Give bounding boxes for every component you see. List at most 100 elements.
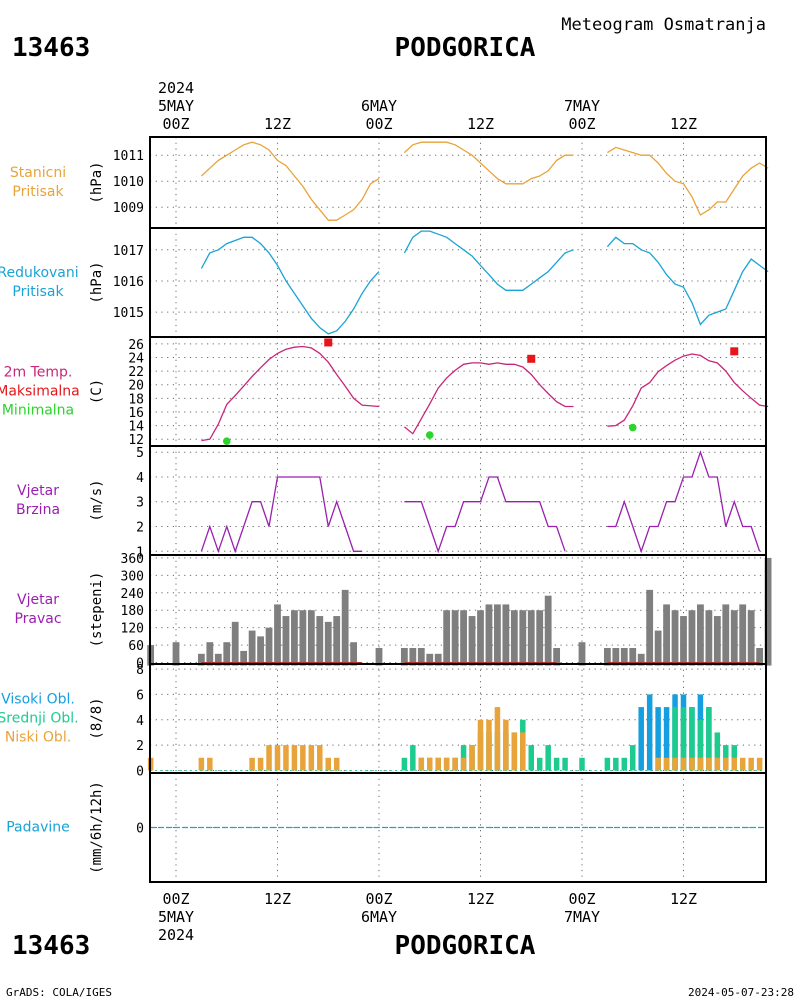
city-title-top: PODGORICA bbox=[395, 33, 536, 63]
cloud-bar bbox=[460, 745, 467, 771]
cloud-bar bbox=[706, 707, 712, 771]
y-tick-label: 4 bbox=[136, 714, 144, 729]
min-temp-marker bbox=[425, 431, 434, 439]
panel-grid bbox=[150, 337, 766, 446]
wind-direction-bar bbox=[764, 557, 772, 666]
wind-direction-bar bbox=[172, 642, 180, 666]
cloud-bar bbox=[494, 707, 501, 771]
wind-direction-bar bbox=[646, 589, 654, 666]
y-tick-label: 1017 bbox=[113, 244, 144, 259]
cloud-bar bbox=[435, 757, 441, 771]
y-tick-label: 0 bbox=[136, 764, 144, 779]
bottom-date-label: 7MAY bbox=[564, 908, 600, 926]
wind-direction-bar bbox=[282, 616, 290, 666]
y-tick-label: 60 bbox=[128, 639, 144, 654]
station-id-bottom: 13463 bbox=[12, 931, 90, 961]
y-tick-label: 300 bbox=[121, 569, 144, 584]
generated-timestamp: 2024-05-07-23:28 bbox=[688, 986, 794, 999]
bottom-date-labels: 5MAY 6MAY 7MAY bbox=[158, 908, 600, 926]
y-tick-labels: 1 2 3 4 5 bbox=[136, 446, 144, 560]
panel-label: Pritisak bbox=[12, 184, 64, 200]
y-unit-label: (hPa) bbox=[89, 261, 105, 303]
wind-direction-bar bbox=[722, 604, 730, 666]
series-line bbox=[200, 236, 380, 335]
bottom-tick-label: 12Z bbox=[670, 890, 697, 908]
min-temp-marker bbox=[222, 437, 231, 446]
y-tick-label: 6 bbox=[136, 688, 144, 703]
cloud-bar bbox=[579, 757, 585, 771]
y-tick-label: 12 bbox=[128, 433, 144, 448]
wind-direction-bar bbox=[460, 610, 467, 666]
series-line bbox=[403, 230, 574, 291]
cloud-bar bbox=[723, 757, 729, 771]
wind-direction-bar bbox=[265, 627, 273, 666]
cloud-bar bbox=[697, 719, 704, 771]
y-tick-label: 26 bbox=[128, 338, 144, 353]
y-tick-label: 180 bbox=[121, 604, 144, 619]
top-date-labels: 5MAY 6MAY 7MAY bbox=[158, 97, 600, 115]
y-tick-label: 14 bbox=[128, 420, 144, 435]
bottom-date-label: 5MAY bbox=[158, 908, 194, 926]
y-tick-labels: 1009 1010 1011 bbox=[113, 149, 144, 216]
max-temp-marker bbox=[527, 354, 536, 363]
y-tick-labels: 0 60 120 180 240 300 360 bbox=[121, 552, 144, 672]
wind-direction-bar bbox=[248, 630, 256, 666]
y-tick-label: 18 bbox=[128, 392, 144, 407]
cloud-bar bbox=[553, 757, 560, 771]
wind-direction-bar bbox=[291, 610, 298, 666]
wind-direction-bar bbox=[350, 642, 358, 666]
cloud-bar bbox=[511, 732, 518, 771]
cloud-bar bbox=[249, 757, 255, 771]
wind-direction-bar bbox=[316, 616, 324, 666]
cloud-bar bbox=[300, 745, 306, 771]
top-year-label: 2024 bbox=[158, 79, 194, 97]
wind-direction-bar bbox=[756, 648, 764, 666]
y-tick-label: 8 bbox=[136, 663, 144, 678]
panel-reduced_pressure: 1015 1016 1017 (hPa) Redukovani Pritisak bbox=[0, 227, 769, 338]
cloud-bar bbox=[503, 719, 509, 771]
panel-label: Vjetar bbox=[17, 483, 59, 499]
cloud-bar bbox=[672, 757, 678, 771]
wind-direction-bar bbox=[468, 616, 476, 666]
panel-wind_speed: 1 2 3 4 5 (m/s) Vjetar Brzina bbox=[16, 445, 767, 560]
wind-direction-bar bbox=[553, 648, 561, 666]
cloud-bar bbox=[401, 757, 408, 771]
panel-label: Redukovani bbox=[0, 265, 79, 281]
panel-label: Srednji Obl. bbox=[0, 711, 79, 727]
wind-direction-bar bbox=[485, 604, 493, 666]
panel-label: Maksimalna bbox=[0, 384, 80, 400]
cloud-bar bbox=[756, 757, 763, 771]
wind-direction-bar bbox=[519, 610, 527, 666]
y-tick-label: 24 bbox=[128, 351, 144, 366]
bottom-tick-label: 12Z bbox=[467, 890, 494, 908]
cloud-bar bbox=[621, 757, 628, 771]
wind-direction-bar bbox=[663, 604, 670, 666]
y-tick-label: 1 bbox=[136, 545, 144, 560]
wind-direction-bar bbox=[324, 621, 332, 666]
y-unit-label: (hPa) bbox=[89, 161, 105, 203]
panel-label: Brzina bbox=[16, 502, 60, 518]
cloud-bar bbox=[520, 732, 526, 771]
panel-label: Pravac bbox=[14, 611, 61, 627]
city-title-bottom: PODGORICA bbox=[395, 931, 536, 961]
series-line bbox=[606, 236, 769, 326]
panel-frame bbox=[149, 772, 767, 883]
bottom-tick-label: 00Z bbox=[568, 890, 595, 908]
y-tick-label: 1010 bbox=[113, 175, 144, 190]
y-tick-label: 360 bbox=[121, 552, 144, 567]
wind-direction-bar bbox=[206, 642, 214, 666]
wind-direction-bar bbox=[671, 610, 679, 666]
series-line bbox=[403, 141, 574, 185]
y-unit-label: (C) bbox=[89, 379, 105, 404]
panel-label: Padavine bbox=[6, 820, 70, 836]
cloud-bar bbox=[410, 745, 416, 771]
y-tick-labels: 1015 1016 1017 bbox=[113, 244, 144, 321]
series-line bbox=[607, 353, 769, 427]
top-tick-label: 00Z bbox=[365, 115, 392, 133]
cloud-bar bbox=[317, 745, 323, 771]
top-tick-label: 12Z bbox=[670, 115, 697, 133]
panel-station_pressure: 1009 1010 1011 (hPa) Stanicni Pritisak bbox=[10, 136, 769, 229]
panel-label: 2m Temp. bbox=[4, 365, 73, 381]
wind-direction-bar bbox=[214, 653, 222, 666]
